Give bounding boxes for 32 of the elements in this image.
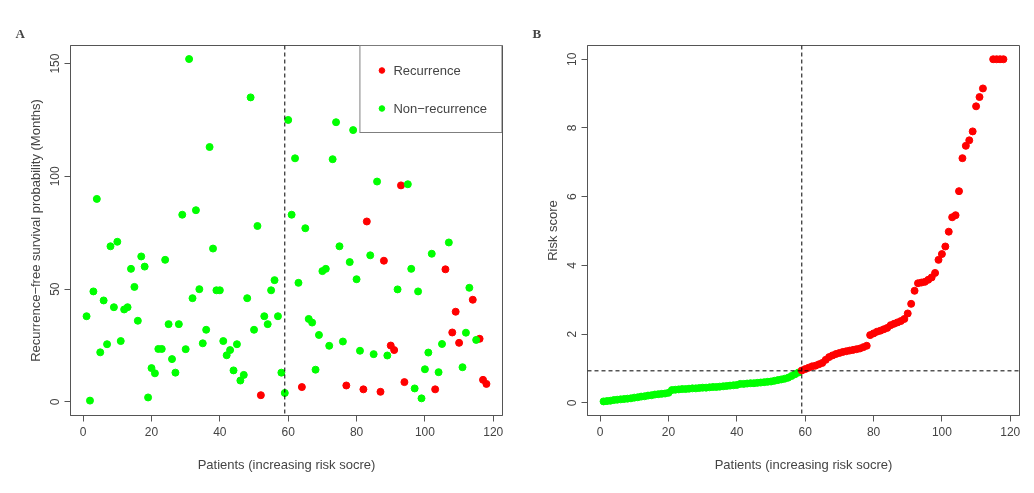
y-tick-label: 6	[565, 193, 580, 200]
y-tick-label: 0	[565, 399, 580, 407]
x-tick-label: 80	[866, 424, 881, 439]
x-tick-label: 40	[730, 424, 744, 439]
y-tick-label: 100	[48, 166, 63, 187]
x-tick-label: 0	[596, 424, 604, 439]
x-tick-label: 20	[661, 424, 676, 439]
legend-label: Non−recurrence	[393, 100, 487, 116]
y-tick-label: 50	[48, 282, 63, 296]
x-tick-label: 20	[144, 424, 159, 439]
x-tick-label: 80	[349, 424, 364, 439]
y-tick-label: 10	[565, 52, 580, 66]
chart-title: B	[532, 25, 542, 41]
y-tick-label: 0	[48, 398, 63, 406]
x-tick-label: 0	[79, 424, 87, 439]
y-tick-label: 150	[48, 53, 63, 74]
x-axis-title: Patients (increasing risk socre)	[197, 456, 376, 472]
chart-title: A	[15, 25, 26, 41]
x-tick-label: 40	[213, 424, 227, 439]
x-tick-label: 120	[483, 424, 504, 439]
y-axis-title: Recurrence−free survival probability (Months)	[27, 99, 43, 362]
legend-label: Recurrence	[393, 62, 461, 78]
x-axis-title: Patients (increasing risk socre)	[714, 456, 893, 472]
x-tick-label: 60	[798, 424, 813, 439]
y-axis-title: Risk score	[544, 200, 560, 261]
x-tick-label: 120	[1000, 424, 1021, 439]
x-tick-label: 100	[931, 424, 953, 439]
x-tick-label: 100	[414, 424, 436, 439]
x-tick-label: 60	[281, 424, 296, 439]
y-tick-label: 2	[565, 330, 580, 338]
y-tick-label: 4	[565, 261, 580, 269]
y-tick-label: 8	[565, 124, 580, 132]
